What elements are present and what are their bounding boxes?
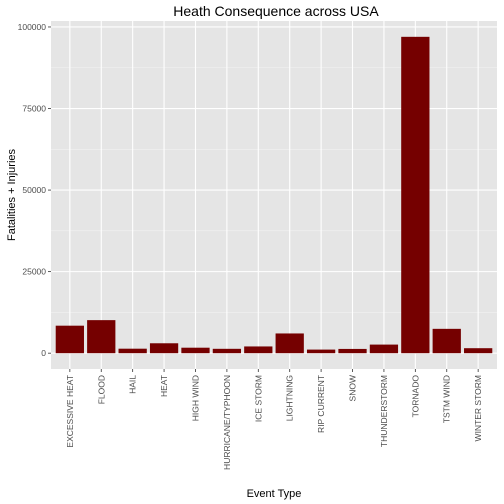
bar (149, 343, 179, 354)
bar (87, 320, 116, 354)
bar (55, 325, 84, 354)
bar (306, 349, 336, 354)
x-tick-label: HAIL (128, 375, 138, 394)
bar (369, 344, 399, 354)
bar (181, 347, 210, 354)
y-tick-label: 100000 (18, 22, 47, 32)
bar (212, 348, 242, 354)
x-tick-label: HURRICANE/TYPHOON (222, 375, 232, 470)
bar (338, 348, 367, 354)
y-tick-label: 25000 (22, 267, 46, 277)
bar (244, 346, 273, 354)
bar (401, 36, 430, 354)
x-axis-title: Event Type (247, 488, 302, 500)
x-tick-label: WINTER STORM (473, 375, 483, 441)
x-axis: EXCESSIVE HEAT FLOOD HAIL HEAT HIGH WIND HURR… (65, 369, 483, 470)
x-tick-label: HIGH WIND (190, 375, 200, 421)
y-tick-label: 0 (41, 348, 46, 358)
bar (464, 348, 493, 354)
y-tick-label: 75000 (22, 104, 46, 114)
bars (55, 36, 493, 354)
x-tick-label: TORNADO (410, 375, 420, 418)
bar (275, 333, 304, 354)
x-tick-label: LIGHTNING (285, 375, 295, 421)
x-tick-label: ICE STORM (253, 375, 263, 422)
y-axis-title: Fatalities + Injuries (6, 148, 18, 241)
x-tick-label: EXCESSIVE HEAT (65, 375, 75, 448)
x-tick-label: HEAT (159, 375, 169, 397)
bar (432, 328, 461, 354)
chart-title: Heath Consequence across USA (173, 3, 379, 19)
y-axis: 0 25000 50000 75000 100000 (18, 22, 51, 358)
x-tick-label: SNOW (348, 375, 358, 401)
x-tick-label: RIP CURRENT (316, 375, 326, 433)
x-tick-label: FLOOD (96, 375, 106, 404)
x-tick-label: TSTM WIND (442, 375, 452, 423)
major-grid (51, 21, 497, 369)
bar (118, 348, 147, 354)
plot-panel (51, 21, 497, 369)
y-tick-label: 50000 (22, 185, 46, 195)
x-tick-label: THUNDERSTORM (379, 375, 389, 447)
